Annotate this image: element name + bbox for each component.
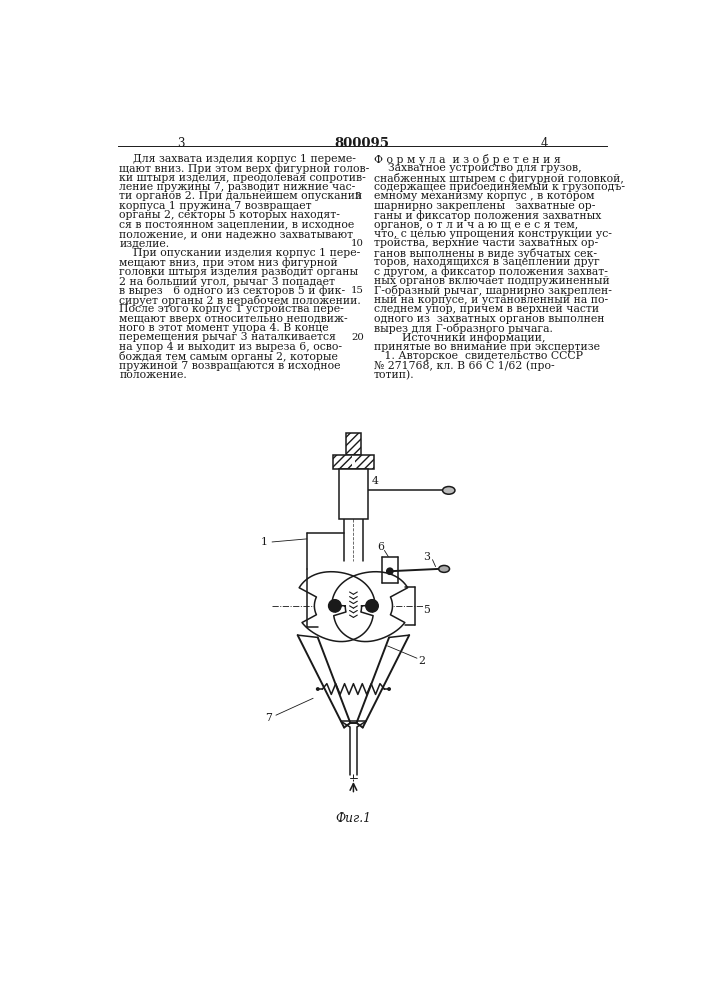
Text: изделие.: изделие. [119,238,170,248]
Text: на упор 4 и выходит из выреза 6, осво-: на упор 4 и выходит из выреза 6, осво- [119,342,342,352]
Text: Ф о р м у л а  и з о б р е т е н и я: Ф о р м у л а и з о б р е т е н и я [373,154,561,165]
Ellipse shape [438,565,450,572]
Bar [339,469,368,519]
Text: положение, и они надежно захватывают: положение, и они надежно захватывают [119,229,354,239]
Text: ганы и фиксатор положения захватных: ганы и фиксатор положения захватных [373,210,601,221]
Text: ти органов 2. При дальнейшем опускании: ти органов 2. При дальнейшем опускании [119,191,363,201]
Text: органов, о т л и ч а ю щ е е с я тем,: органов, о т л и ч а ю щ е е с я тем, [373,220,578,230]
Text: в вырез   6 одного из секторов 5 и фик-: в вырез 6 одного из секторов 5 и фик- [119,285,346,296]
Text: 7: 7 [264,713,271,723]
Polygon shape [332,572,408,642]
Ellipse shape [443,487,455,494]
Circle shape [366,600,378,612]
Circle shape [387,568,393,574]
Text: № 271768, кл. В 66 С 1/62 (про-: № 271768, кл. В 66 С 1/62 (про- [373,361,554,371]
Text: 5: 5 [423,605,430,615]
Bar [333,455,352,469]
Text: сирует органы 2 в нерабочем положении.: сирует органы 2 в нерабочем положении. [119,295,361,306]
Text: шарнирно закреплены   захватные ор-: шарнирно закреплены захватные ор- [373,201,595,211]
Text: Фиг.1: Фиг.1 [336,812,371,825]
Text: Г-образный рычаг, шарнирно закреплен-: Г-образный рычаг, шарнирно закреплен- [373,285,612,296]
Text: Источники информации,: Источники информации, [373,332,545,343]
Text: 1. Авторское  свидетельство СССР: 1. Авторское свидетельство СССР [373,351,583,361]
Text: емному механизму корпус , в котором: емному механизму корпус , в котором [373,191,594,201]
Text: корпуса 1 пружина 7 возвращает: корпуса 1 пружина 7 возвращает [119,201,312,211]
Bar [346,433,361,455]
Circle shape [316,687,320,691]
Circle shape [329,600,341,612]
Bar [355,455,373,469]
Text: 15: 15 [351,286,363,295]
Text: мещают вверх относительно неподвиж-: мещают вверх относительно неподвиж- [119,314,348,324]
Text: 10: 10 [351,239,363,248]
Text: принятые во внимание при экспертизе: принятые во внимание при экспертизе [373,342,600,352]
Circle shape [389,570,391,572]
Text: 3: 3 [423,552,431,562]
Text: снабженных штырем с фигурной головкой,: снабженных штырем с фигурной головкой, [373,173,624,184]
Text: ных органов включает подпружиненный: ных органов включает подпружиненный [373,276,609,286]
Text: 1: 1 [261,537,268,547]
Text: ного в этот момент упора 4. В конце: ного в этот момент упора 4. В конце [119,323,329,333]
Text: одного из  захватных органов выполнен: одного из захватных органов выполнен [373,314,604,324]
Text: ление пружины 7, разводит нижние час-: ление пружины 7, разводит нижние час- [119,182,356,192]
Circle shape [387,687,391,691]
Text: положение.: положение. [119,370,187,380]
Text: Захватное устройство для грузов,: Захватное устройство для грузов, [373,163,581,173]
Text: 6: 6 [377,542,384,552]
Text: следнем упор, причем в верхней части: следнем упор, причем в верхней части [373,304,599,314]
Text: щают вниз. При этом верх фигурной голов-: щают вниз. При этом верх фигурной голов- [119,163,370,174]
Bar [333,455,373,469]
Circle shape [333,604,337,608]
Text: мещают вниз, при этом низ фигурной: мещают вниз, при этом низ фигурной [119,257,338,268]
Text: органы 2, секторы 5 которых находят-: органы 2, секторы 5 которых находят- [119,210,340,220]
Text: 5: 5 [354,192,361,201]
Text: перемещения рычаг 3 наталкивается: перемещения рычаг 3 наталкивается [119,332,337,342]
Text: При опускании изделия корпус 1 пере-: При опускании изделия корпус 1 пере- [119,248,361,258]
Text: Для захвата изделия корпус 1 переме-: Для захвата изделия корпус 1 переме- [119,154,356,164]
Text: тотип).: тотип). [373,370,414,380]
Text: 20: 20 [351,333,363,342]
Text: пружиной 7 возвращаются в исходное: пружиной 7 возвращаются в исходное [119,361,341,371]
Text: 2: 2 [419,656,426,666]
Text: 800095: 800095 [334,137,390,150]
Text: бождая тем самым органы 2, которые: бождая тем самым органы 2, которые [119,351,338,362]
Text: тройства, верхние части захватных ор-: тройства, верхние части захватных ор- [373,238,597,248]
Text: что, с целью упрощения конструкции ус-: что, с целью упрощения конструкции ус- [373,229,612,239]
Text: ганов выполнены в виде зубчатых сек-: ганов выполнены в виде зубчатых сек- [373,248,597,259]
Text: 4: 4 [371,476,378,486]
Text: 4: 4 [540,137,548,150]
Polygon shape [299,572,375,642]
Text: ки штыря изделия, преодолевая сопротив-: ки штыря изделия, преодолевая сопротив- [119,173,366,183]
Text: После этого корпус 1 устройства пере-: После этого корпус 1 устройства пере- [119,304,344,314]
Text: торов, находящихся в зацеплении друг: торов, находящихся в зацеплении друг [373,257,600,267]
Text: содержащее присоединяемый к грузоподъ-: содержащее присоединяемый к грузоподъ- [373,182,624,192]
Text: ся в постоянном зацеплении, в исходное: ся в постоянном зацеплении, в исходное [119,220,355,230]
Text: ный на корпусе, и установленный на по-: ный на корпусе, и установленный на по- [373,295,608,305]
Text: с другом, а фиксатор положения захват-: с другом, а фиксатор положения захват- [373,267,607,277]
Text: 3: 3 [177,137,185,150]
Bar [346,433,361,455]
Text: вырез для Г-образного рычага.: вырез для Г-образного рычага. [373,323,552,334]
Text: 2 на больший угол, рычаг 3 попадает: 2 на больший угол, рычаг 3 попадает [119,276,335,287]
Circle shape [370,604,374,608]
Text: головки штыря изделия разводит органы: головки штыря изделия разводит органы [119,267,358,277]
